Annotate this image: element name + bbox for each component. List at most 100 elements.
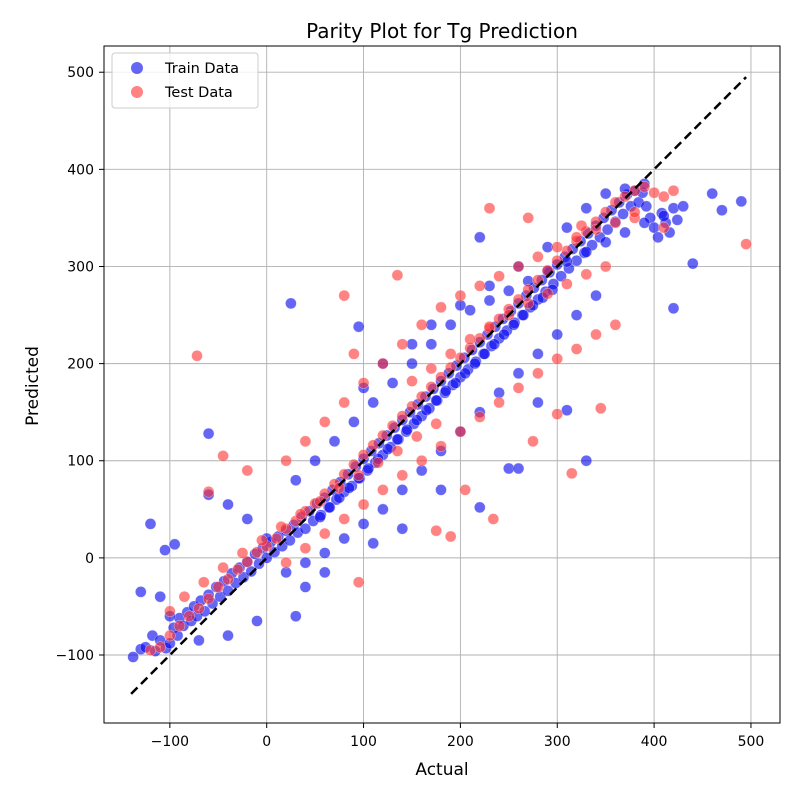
x-tick-label: −100 [151, 734, 189, 750]
train-data-point [640, 200, 652, 212]
test-data-point [353, 469, 365, 481]
test-data-point [338, 468, 350, 480]
y-tick-label: 100 [67, 454, 94, 470]
test-data-point [338, 396, 350, 409]
test-data-point [416, 455, 428, 467]
train-data-point [127, 651, 139, 663]
train-data-point [268, 546, 281, 558]
train-data-point [590, 289, 602, 302]
test-points [144, 181, 752, 656]
x-axis-title: Actual [415, 760, 468, 780]
test-data-point [270, 532, 283, 545]
test-data-point [629, 185, 641, 197]
test-data-point [435, 301, 447, 313]
train-data-point [570, 309, 583, 321]
chart-title: Parity Plot for Tg Prediction [306, 19, 578, 43]
test-data-point [493, 270, 505, 282]
train-data-point [425, 338, 437, 350]
test-data-point [609, 196, 622, 209]
train-data-point [498, 328, 510, 341]
test-data-point [648, 187, 660, 199]
train-data-point [144, 518, 157, 530]
test-data-point [202, 593, 215, 605]
test-data-point [512, 260, 525, 273]
train-data-point [328, 435, 341, 447]
test-data-point [391, 269, 404, 281]
test-data-point [532, 251, 544, 263]
train-data-point [324, 501, 336, 514]
x-tick-label: 300 [544, 734, 571, 750]
y-axis-title: Predicted [23, 346, 43, 426]
train-data-point [386, 377, 399, 389]
train-data-point [430, 394, 442, 407]
train-data-point [667, 302, 680, 314]
test-data-point [193, 602, 205, 615]
y-tick-label: 500 [67, 65, 94, 81]
test-data-point [575, 220, 588, 232]
test-data-point [232, 563, 244, 576]
legend-test-marker [131, 86, 143, 98]
test-data-point [474, 332, 486, 345]
train-data-point [474, 501, 486, 514]
test-data-point [386, 420, 399, 432]
train-data-point [309, 455, 321, 467]
train-data-point [735, 195, 747, 208]
test-data-point [609, 217, 622, 229]
train-data-point [464, 304, 476, 316]
y-tick-label: 300 [67, 259, 94, 275]
test-data-point [512, 382, 525, 394]
test-data-point [551, 255, 563, 267]
test-data-point [164, 605, 176, 617]
train-data-point [454, 299, 467, 311]
test-data-point [406, 375, 418, 387]
train-data-point [401, 424, 413, 436]
test-data-point [740, 238, 752, 250]
test-data-point [658, 221, 670, 234]
train-data-point [541, 241, 554, 253]
train-data-point [551, 328, 563, 341]
train-data-point [299, 581, 312, 593]
train-data-point [406, 338, 418, 350]
test-data-point [416, 319, 428, 331]
train-data-point [299, 557, 312, 569]
train-data-point [449, 377, 462, 389]
test-data-point [590, 223, 602, 236]
test-data-point [570, 343, 583, 355]
train-data-point [706, 187, 718, 200]
plot-frame [103, 45, 781, 724]
train-data-point [420, 404, 433, 416]
train-data-point [299, 523, 312, 535]
train-data-point [285, 297, 297, 310]
train-data-point [367, 396, 379, 409]
test-data-point [357, 377, 370, 389]
train-data-point [135, 586, 147, 598]
train-data-point [377, 503, 389, 515]
train-data-point [483, 280, 496, 292]
test-data-point [454, 289, 467, 302]
x-tick-label: 0 [262, 734, 271, 750]
train-data-point [245, 565, 257, 578]
test-data-point [348, 458, 360, 471]
test-data-point [454, 425, 467, 438]
test-data-point [241, 556, 253, 568]
train-data-point [555, 270, 567, 282]
train-data-point [532, 348, 544, 360]
test-data-point [299, 435, 312, 447]
test-data-point [333, 482, 345, 494]
test-data-point [435, 371, 447, 383]
test-data-point [512, 293, 525, 306]
train-data-point [222, 629, 234, 642]
test-data-point [178, 591, 191, 603]
test-data-point [541, 288, 554, 300]
legend-test-label: Test Data [164, 85, 233, 101]
grid-lines [104, 46, 780, 723]
train-data-point [638, 217, 651, 229]
train-data-point [314, 511, 326, 523]
train-data-point [459, 367, 471, 379]
test-data-point [425, 381, 437, 393]
test-data-point [416, 390, 428, 403]
train-data-point [367, 537, 379, 549]
train-data-point [290, 474, 302, 486]
train-data-point [512, 367, 525, 379]
